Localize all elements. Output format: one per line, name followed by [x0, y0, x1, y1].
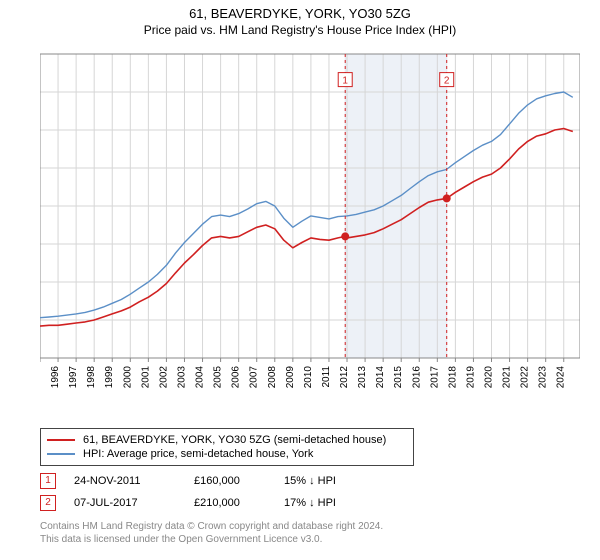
- sale-price-1: £160,000: [194, 475, 284, 487]
- svg-text:2013: 2013: [357, 366, 368, 388]
- svg-text:2007: 2007: [249, 366, 260, 388]
- sale-pct-2: 17% ↓ HPI: [284, 497, 404, 509]
- chart-svg: £0£50K£100K£150K£200K£250K£300K£350K£400…: [40, 48, 580, 388]
- svg-text:2008: 2008: [267, 366, 278, 388]
- footer-line-1: Contains HM Land Registry data © Crown c…: [40, 520, 383, 533]
- svg-text:1997: 1997: [68, 366, 79, 388]
- svg-text:1: 1: [342, 76, 348, 87]
- legend-swatch-hpi: [47, 453, 75, 455]
- svg-text:2005: 2005: [213, 366, 224, 388]
- svg-text:2011: 2011: [321, 366, 332, 388]
- svg-text:2004: 2004: [195, 366, 206, 388]
- sale-price-2: £210,000: [194, 497, 284, 509]
- svg-text:2012: 2012: [339, 366, 350, 388]
- svg-text:2000: 2000: [122, 366, 133, 388]
- svg-text:1999: 1999: [104, 366, 115, 388]
- sales-table: 1 24-NOV-2011 £160,000 15% ↓ HPI 2 07-JU…: [40, 470, 580, 514]
- svg-text:2022: 2022: [520, 366, 531, 388]
- sale-date-1: 24-NOV-2011: [74, 475, 194, 487]
- legend-label-hpi: HPI: Average price, semi-detached house,…: [83, 448, 313, 460]
- svg-text:2001: 2001: [140, 366, 151, 388]
- svg-text:2021: 2021: [502, 366, 513, 388]
- sale-row-2: 2 07-JUL-2017 £210,000 17% ↓ HPI: [40, 492, 580, 514]
- sale-pct-1: 15% ↓ HPI: [284, 475, 404, 487]
- footer-note: Contains HM Land Registry data © Crown c…: [40, 520, 383, 546]
- sale-date-2: 07-JUL-2017: [74, 497, 194, 509]
- chart-title: 61, BEAVERDYKE, YORK, YO30 5ZG: [0, 0, 600, 21]
- svg-text:2020: 2020: [484, 366, 495, 388]
- svg-text:2006: 2006: [231, 366, 242, 388]
- footer-line-2: This data is licensed under the Open Gov…: [40, 533, 383, 546]
- svg-text:2010: 2010: [303, 366, 314, 388]
- chart-plot-area: £0£50K£100K£150K£200K£250K£300K£350K£400…: [40, 48, 580, 388]
- legend-row-property: 61, BEAVERDYKE, YORK, YO30 5ZG (semi-det…: [47, 433, 407, 447]
- legend-label-property: 61, BEAVERDYKE, YORK, YO30 5ZG (semi-det…: [83, 434, 386, 446]
- svg-text:2019: 2019: [465, 366, 476, 388]
- sale-marker-1: 1: [40, 473, 56, 489]
- svg-text:2024: 2024: [556, 366, 567, 388]
- legend-box: 61, BEAVERDYKE, YORK, YO30 5ZG (semi-det…: [40, 428, 414, 466]
- chart-container: 61, BEAVERDYKE, YORK, YO30 5ZG Price pai…: [0, 0, 600, 560]
- svg-text:2017: 2017: [429, 366, 440, 388]
- svg-text:2009: 2009: [285, 366, 296, 388]
- chart-subtitle: Price paid vs. HM Land Registry's House …: [0, 21, 600, 41]
- svg-text:2: 2: [444, 76, 450, 87]
- legend-row-hpi: HPI: Average price, semi-detached house,…: [47, 447, 407, 461]
- svg-text:1998: 1998: [86, 366, 97, 388]
- svg-text:1995: 1995: [40, 366, 43, 388]
- svg-text:2002: 2002: [158, 366, 169, 388]
- svg-text:2018: 2018: [447, 366, 458, 388]
- sale-row-1: 1 24-NOV-2011 £160,000 15% ↓ HPI: [40, 470, 580, 492]
- legend-swatch-property: [47, 439, 75, 441]
- svg-text:2014: 2014: [375, 366, 386, 388]
- svg-text:1996: 1996: [50, 366, 61, 388]
- svg-text:2016: 2016: [411, 366, 422, 388]
- sale-marker-2: 2: [40, 495, 56, 511]
- svg-text:2023: 2023: [538, 366, 549, 388]
- svg-text:2003: 2003: [176, 366, 187, 388]
- svg-text:2015: 2015: [393, 366, 404, 388]
